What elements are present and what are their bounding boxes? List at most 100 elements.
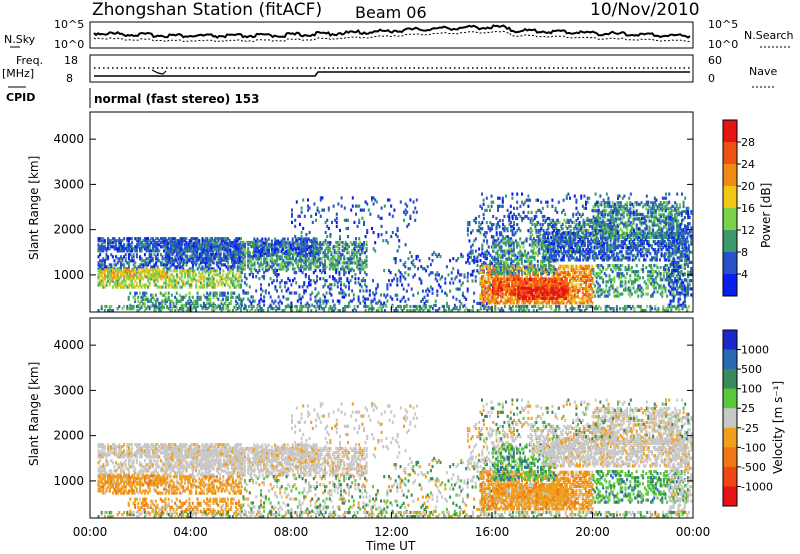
power-cell — [357, 281, 360, 285]
power-cell — [503, 293, 506, 297]
power-cell — [591, 293, 594, 297]
power-cell — [575, 274, 578, 278]
power-cell — [544, 220, 547, 224]
power-cell — [455, 297, 458, 301]
power-cell — [410, 254, 413, 259]
power-cell — [542, 290, 545, 294]
power-cell — [286, 237, 289, 241]
power-cell — [260, 257, 262, 261]
power-cell — [297, 247, 300, 251]
power-cell — [103, 247, 106, 251]
power-cell — [145, 297, 148, 301]
power-cell — [514, 280, 517, 284]
power-cell — [224, 258, 227, 262]
power-cell — [525, 294, 528, 298]
power-cell — [500, 271, 502, 276]
power-cell — [256, 249, 259, 253]
power-cell — [457, 271, 460, 275]
power-cell — [490, 283, 493, 287]
power-cell — [503, 280, 506, 284]
power-cell — [258, 249, 261, 253]
power-cell — [207, 279, 210, 283]
power-cell — [366, 230, 369, 235]
power-cell — [190, 283, 193, 287]
power-cell — [569, 274, 571, 278]
power-cell — [343, 269, 346, 273]
power-cell — [541, 292, 544, 296]
power-cell — [359, 271, 362, 275]
power-cell — [351, 251, 354, 255]
power-cell — [309, 265, 312, 269]
power-cell — [308, 277, 310, 281]
power-cell — [543, 259, 546, 263]
power-cell — [222, 269, 225, 273]
power-cell — [184, 250, 187, 254]
power-cell — [118, 259, 121, 263]
power-cell — [552, 226, 555, 231]
power-cell — [102, 237, 105, 241]
power-cell — [536, 222, 539, 226]
power-cell — [501, 292, 504, 296]
power-cell — [348, 281, 350, 285]
power-cell — [540, 224, 543, 228]
power-cell — [267, 237, 270, 241]
power-cell — [108, 277, 111, 281]
power-cell — [113, 237, 116, 241]
power-cell — [156, 279, 159, 283]
power-cell — [183, 295, 186, 299]
power-cell — [293, 253, 296, 257]
power-cell — [142, 283, 145, 287]
power-cell — [373, 297, 376, 301]
power-cell — [242, 291, 245, 295]
power-cell — [506, 249, 509, 253]
power-cell — [520, 269, 523, 274]
power-cell — [536, 241, 539, 245]
power-cell — [461, 254, 464, 259]
power-cell — [315, 241, 318, 245]
power-cell — [143, 247, 146, 251]
power-cell — [116, 268, 119, 272]
power-cell — [550, 290, 553, 294]
power-cell — [147, 279, 150, 283]
power-cell — [397, 269, 400, 273]
power-cell — [575, 266, 578, 270]
power-cell — [493, 268, 496, 272]
power-cell — [190, 239, 193, 243]
power-cell — [215, 293, 218, 297]
power-cell — [414, 206, 417, 210]
power-cell — [481, 283, 483, 287]
power-cell — [202, 260, 205, 264]
power-cell — [300, 230, 303, 235]
power-cell — [220, 301, 223, 305]
power-cell — [534, 290, 537, 294]
power-cell — [571, 237, 574, 241]
power-cell — [255, 275, 258, 279]
power-cell — [572, 274, 575, 278]
power-cell — [266, 263, 269, 267]
power-cell — [269, 295, 272, 299]
power-cell — [191, 244, 193, 248]
power-cell — [196, 295, 199, 299]
power-cell — [344, 240, 347, 245]
power-cell — [293, 245, 296, 249]
power-cell — [393, 208, 396, 212]
power-cell — [214, 269, 217, 273]
power-cell — [468, 221, 471, 225]
power-cell — [139, 239, 142, 243]
power-cell — [537, 228, 540, 233]
power-cell — [182, 279, 185, 283]
power-cell — [516, 255, 519, 259]
power-cell — [322, 269, 325, 273]
power-cell — [171, 242, 174, 246]
power-cell — [330, 261, 333, 265]
power-cell — [338, 277, 341, 281]
power-cell — [585, 285, 587, 289]
power-cell — [127, 285, 130, 289]
power-cell — [115, 269, 118, 273]
power-cell — [498, 293, 501, 297]
power-cell — [523, 292, 526, 296]
power-cell — [308, 275, 310, 279]
power-cell — [437, 252, 440, 257]
power-cell — [517, 292, 520, 296]
power-cell — [564, 278, 566, 282]
